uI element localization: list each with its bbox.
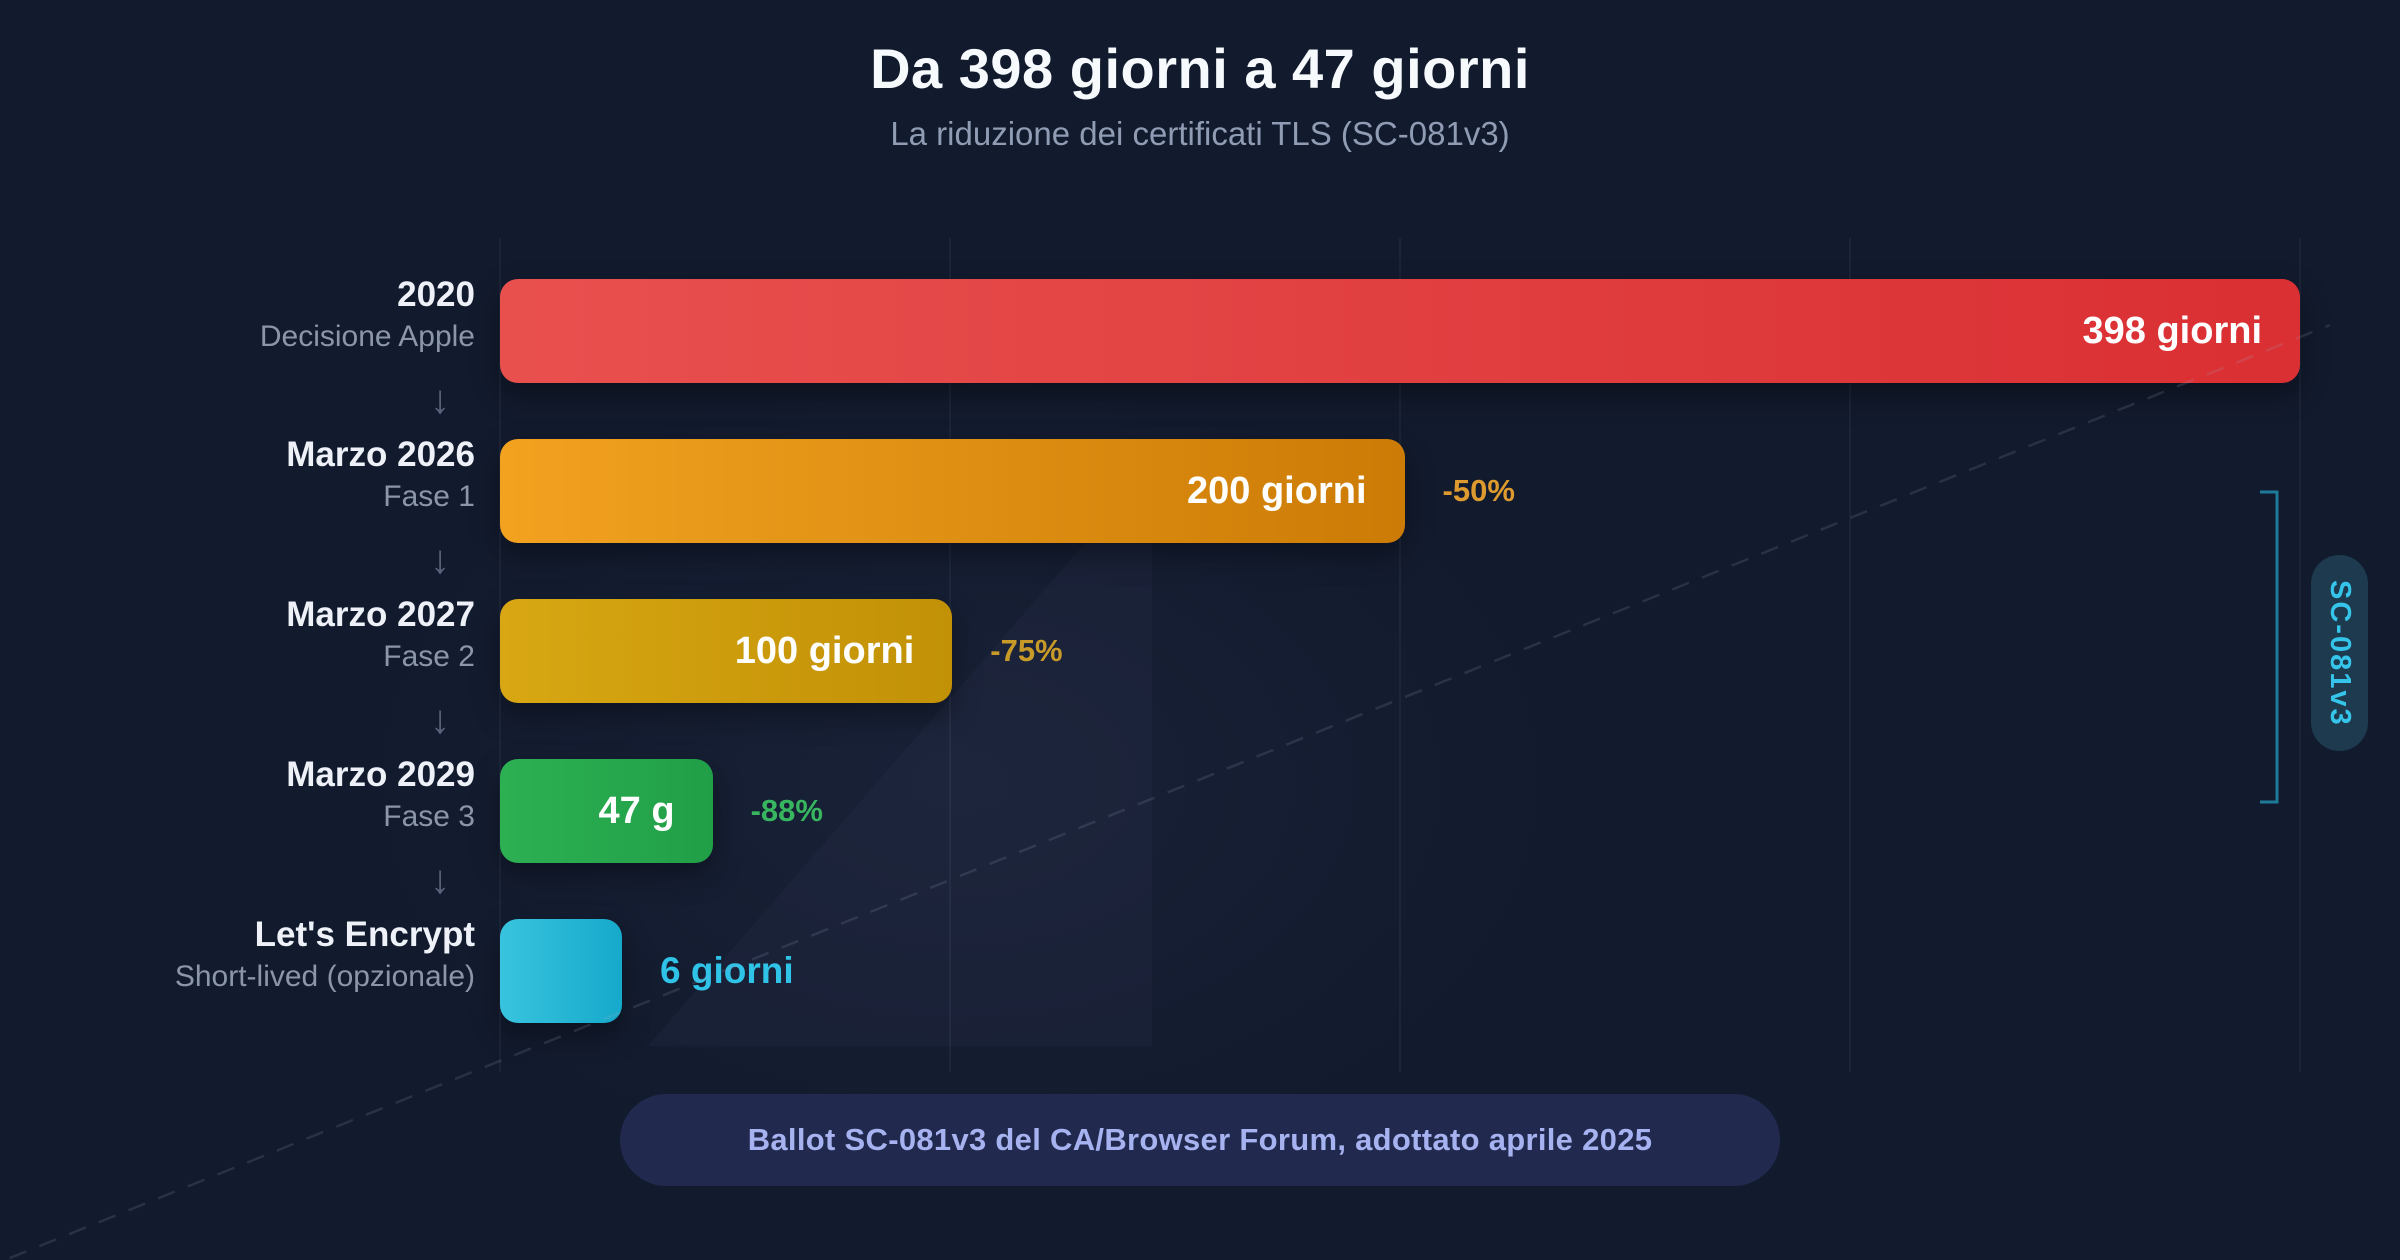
row-period: Let's Encrypt [254,915,475,954]
row-phase: Short-lived (opzionale) [174,960,475,993]
down-arrow-icon: ↓ [430,698,450,742]
row-period: 2020 [397,275,475,314]
value-bar: 100 giorni [500,599,953,703]
row-phase: Fase 2 [383,640,475,673]
row-phase: Decisione Apple [259,320,475,353]
header: Da 398 giorni a 47 giorni La riduzione d… [0,36,2400,153]
row-phase: Fase 3 [383,800,475,833]
delta-note: -50% [1443,439,1515,543]
bar-value-label: 47 g [598,789,675,832]
bar-value-note: 6 giorni [660,919,794,1023]
bar-value-label: 100 giorni [734,629,915,672]
row-period: Marzo 2027 [286,595,475,634]
delta-percent-label: -88% [750,793,823,828]
side-tag-pill: SC-081v3 [2311,555,2368,751]
row-label: Marzo 2027 Fase 2 [0,595,475,674]
delta-note: -88% [751,759,823,863]
footer-badge-text: Ballot SC-081v3 del CA/Browser Forum, ad… [747,1122,1653,1157]
row-label: 2020 Decisione Apple [0,275,475,354]
row-label: Let's Encrypt Short-lived (opzionale) [0,915,475,994]
value-bar [500,919,622,1023]
down-arrow-icon: ↓ [430,538,450,582]
row-phase: Fase 1 [383,480,475,513]
row-period: Marzo 2026 [286,435,475,474]
value-bar: 398 giorni [500,279,2300,383]
value-bar: 200 giorni [500,439,1405,543]
delta-note: -75% [990,599,1062,703]
bar-value-label: 398 giorni [2082,309,2263,352]
side-tag-label: SC-081v3 [2324,579,2356,727]
page-title: Da 398 giorni a 47 giorni [870,37,1530,100]
delta-percent-label: -75% [990,633,1063,668]
page-subtitle: La riduzione dei certificati TLS (SC-081… [890,115,1510,152]
row-label: Marzo 2026 Fase 1 [0,435,475,514]
row-label: Marzo 2029 Fase 3 [0,755,475,834]
footer-badge: Ballot SC-081v3 del CA/Browser Forum, ad… [620,1094,1780,1186]
bar-value-label: 200 giorni [1187,469,1367,512]
delta-percent-label: -50% [1442,473,1515,508]
down-arrow-icon: ↓ [430,378,450,422]
down-arrow-icon: ↓ [430,858,450,902]
row-period: Marzo 2029 [286,755,475,794]
value-bar: 47 g [500,759,713,863]
bar-value-label-outside: 6 giorni [660,950,794,991]
